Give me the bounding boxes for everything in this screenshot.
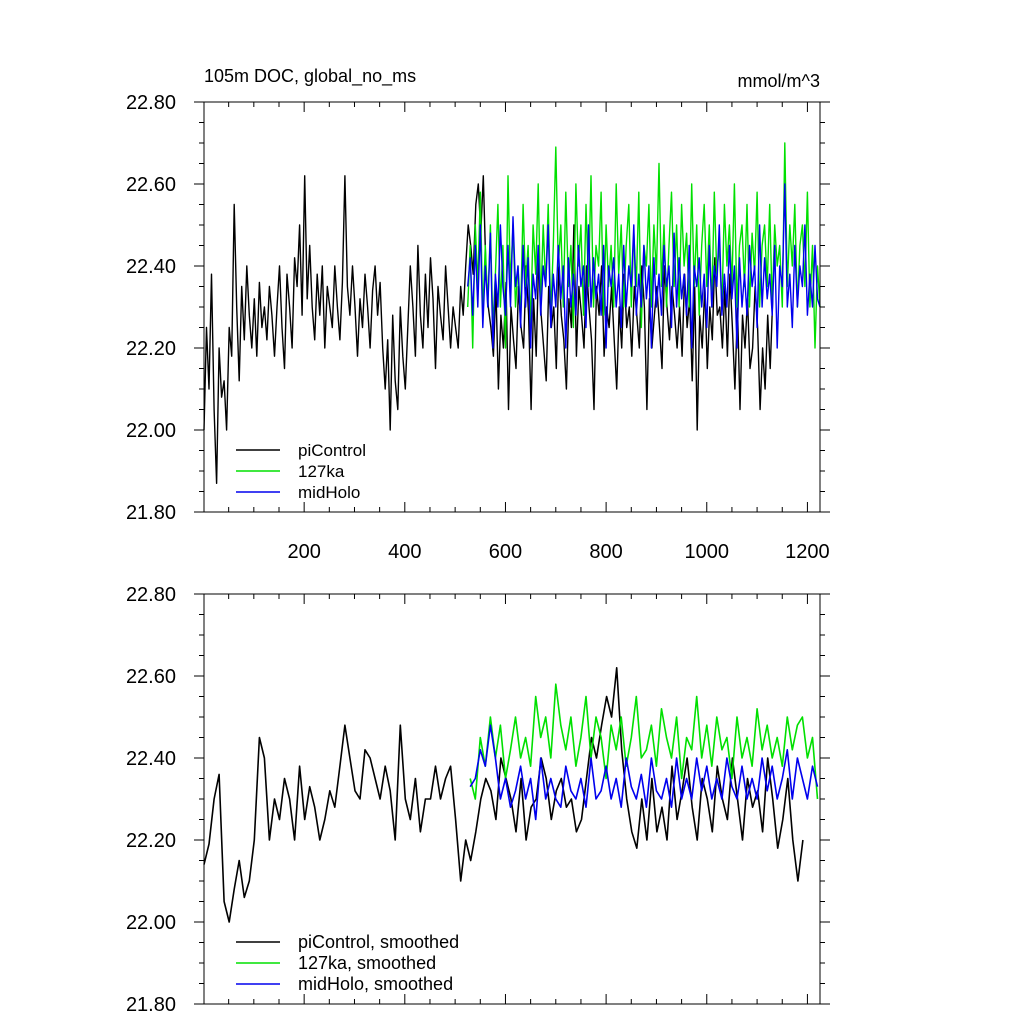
x-tick-label: 400	[388, 541, 421, 563]
legend-label: midHolo	[298, 483, 360, 502]
y-tick-label: 22.40	[126, 748, 176, 770]
chart-title: 105m DOC, global_no_ms	[204, 66, 416, 87]
y-tick-label: 21.80	[126, 994, 176, 1016]
legend-label: piControl, smoothed	[298, 932, 459, 952]
y-tick-label: 21.80	[126, 502, 176, 524]
x-tick-label: 200	[287, 541, 320, 563]
y-tick-label: 22.80	[126, 584, 176, 606]
legend-label: piControl	[298, 441, 366, 460]
legend-label: 127ka, smoothed	[298, 953, 436, 973]
x-tick-label: 1000	[685, 541, 730, 563]
plot-frame	[203, 593, 821, 1005]
y-tick-label: 22.20	[126, 830, 176, 852]
series-line-3	[467, 183, 821, 349]
y-tick-label: 22.60	[126, 666, 176, 688]
x-tick-label: 800	[589, 541, 622, 563]
y-tick-label: 22.20	[126, 338, 176, 360]
series-line-3	[469, 724, 819, 821]
y-tick-label: 22.40	[126, 256, 176, 278]
y-tick-label: 22.60	[126, 174, 176, 196]
y-tick-label: 22.80	[126, 92, 176, 114]
top-plot-panel: 200 400 600 800 1000 1200 21.80 22.00 22.20 22.40…	[126, 92, 830, 563]
series-line-1	[203, 175, 774, 484]
x-tick-label: 600	[489, 541, 522, 563]
y-tick-label: 22.00	[126, 912, 176, 934]
chart-units: mmol/m^3	[738, 71, 820, 91]
x-tick-label: 1200	[785, 541, 830, 563]
y-tick-label: 22.00	[126, 420, 176, 442]
legend-label: midHolo, smoothed	[298, 974, 453, 994]
series-line-2	[469, 683, 819, 800]
bottom-plot-panel: 21.80 22.00 22.20 22.40 22.60 22.80 piControl,…	[126, 584, 830, 1016]
legend-label: 127ka	[298, 462, 345, 481]
